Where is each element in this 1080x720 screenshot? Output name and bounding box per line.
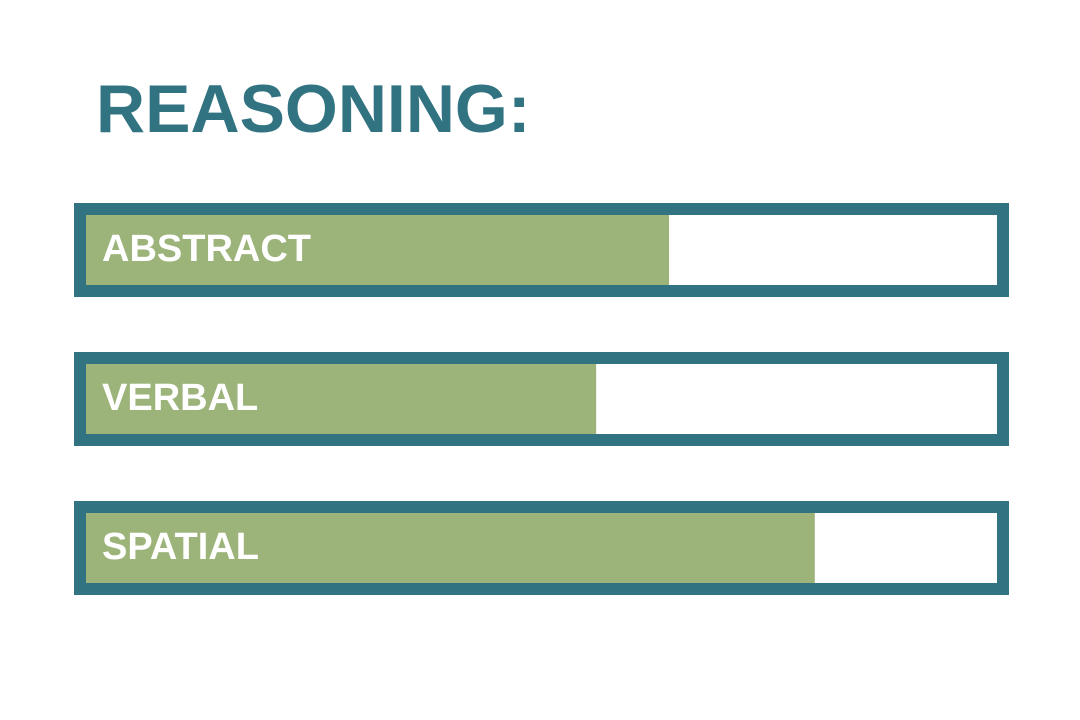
title: REASONING: [96,71,530,147]
bar-fill [86,215,670,285]
bar-label: VERBAL [102,377,258,419]
bar-label: ABSTRACT [102,228,311,270]
bar-fill [86,364,597,434]
bar-label: SPATIAL [102,526,259,568]
bar-fill [86,513,815,583]
